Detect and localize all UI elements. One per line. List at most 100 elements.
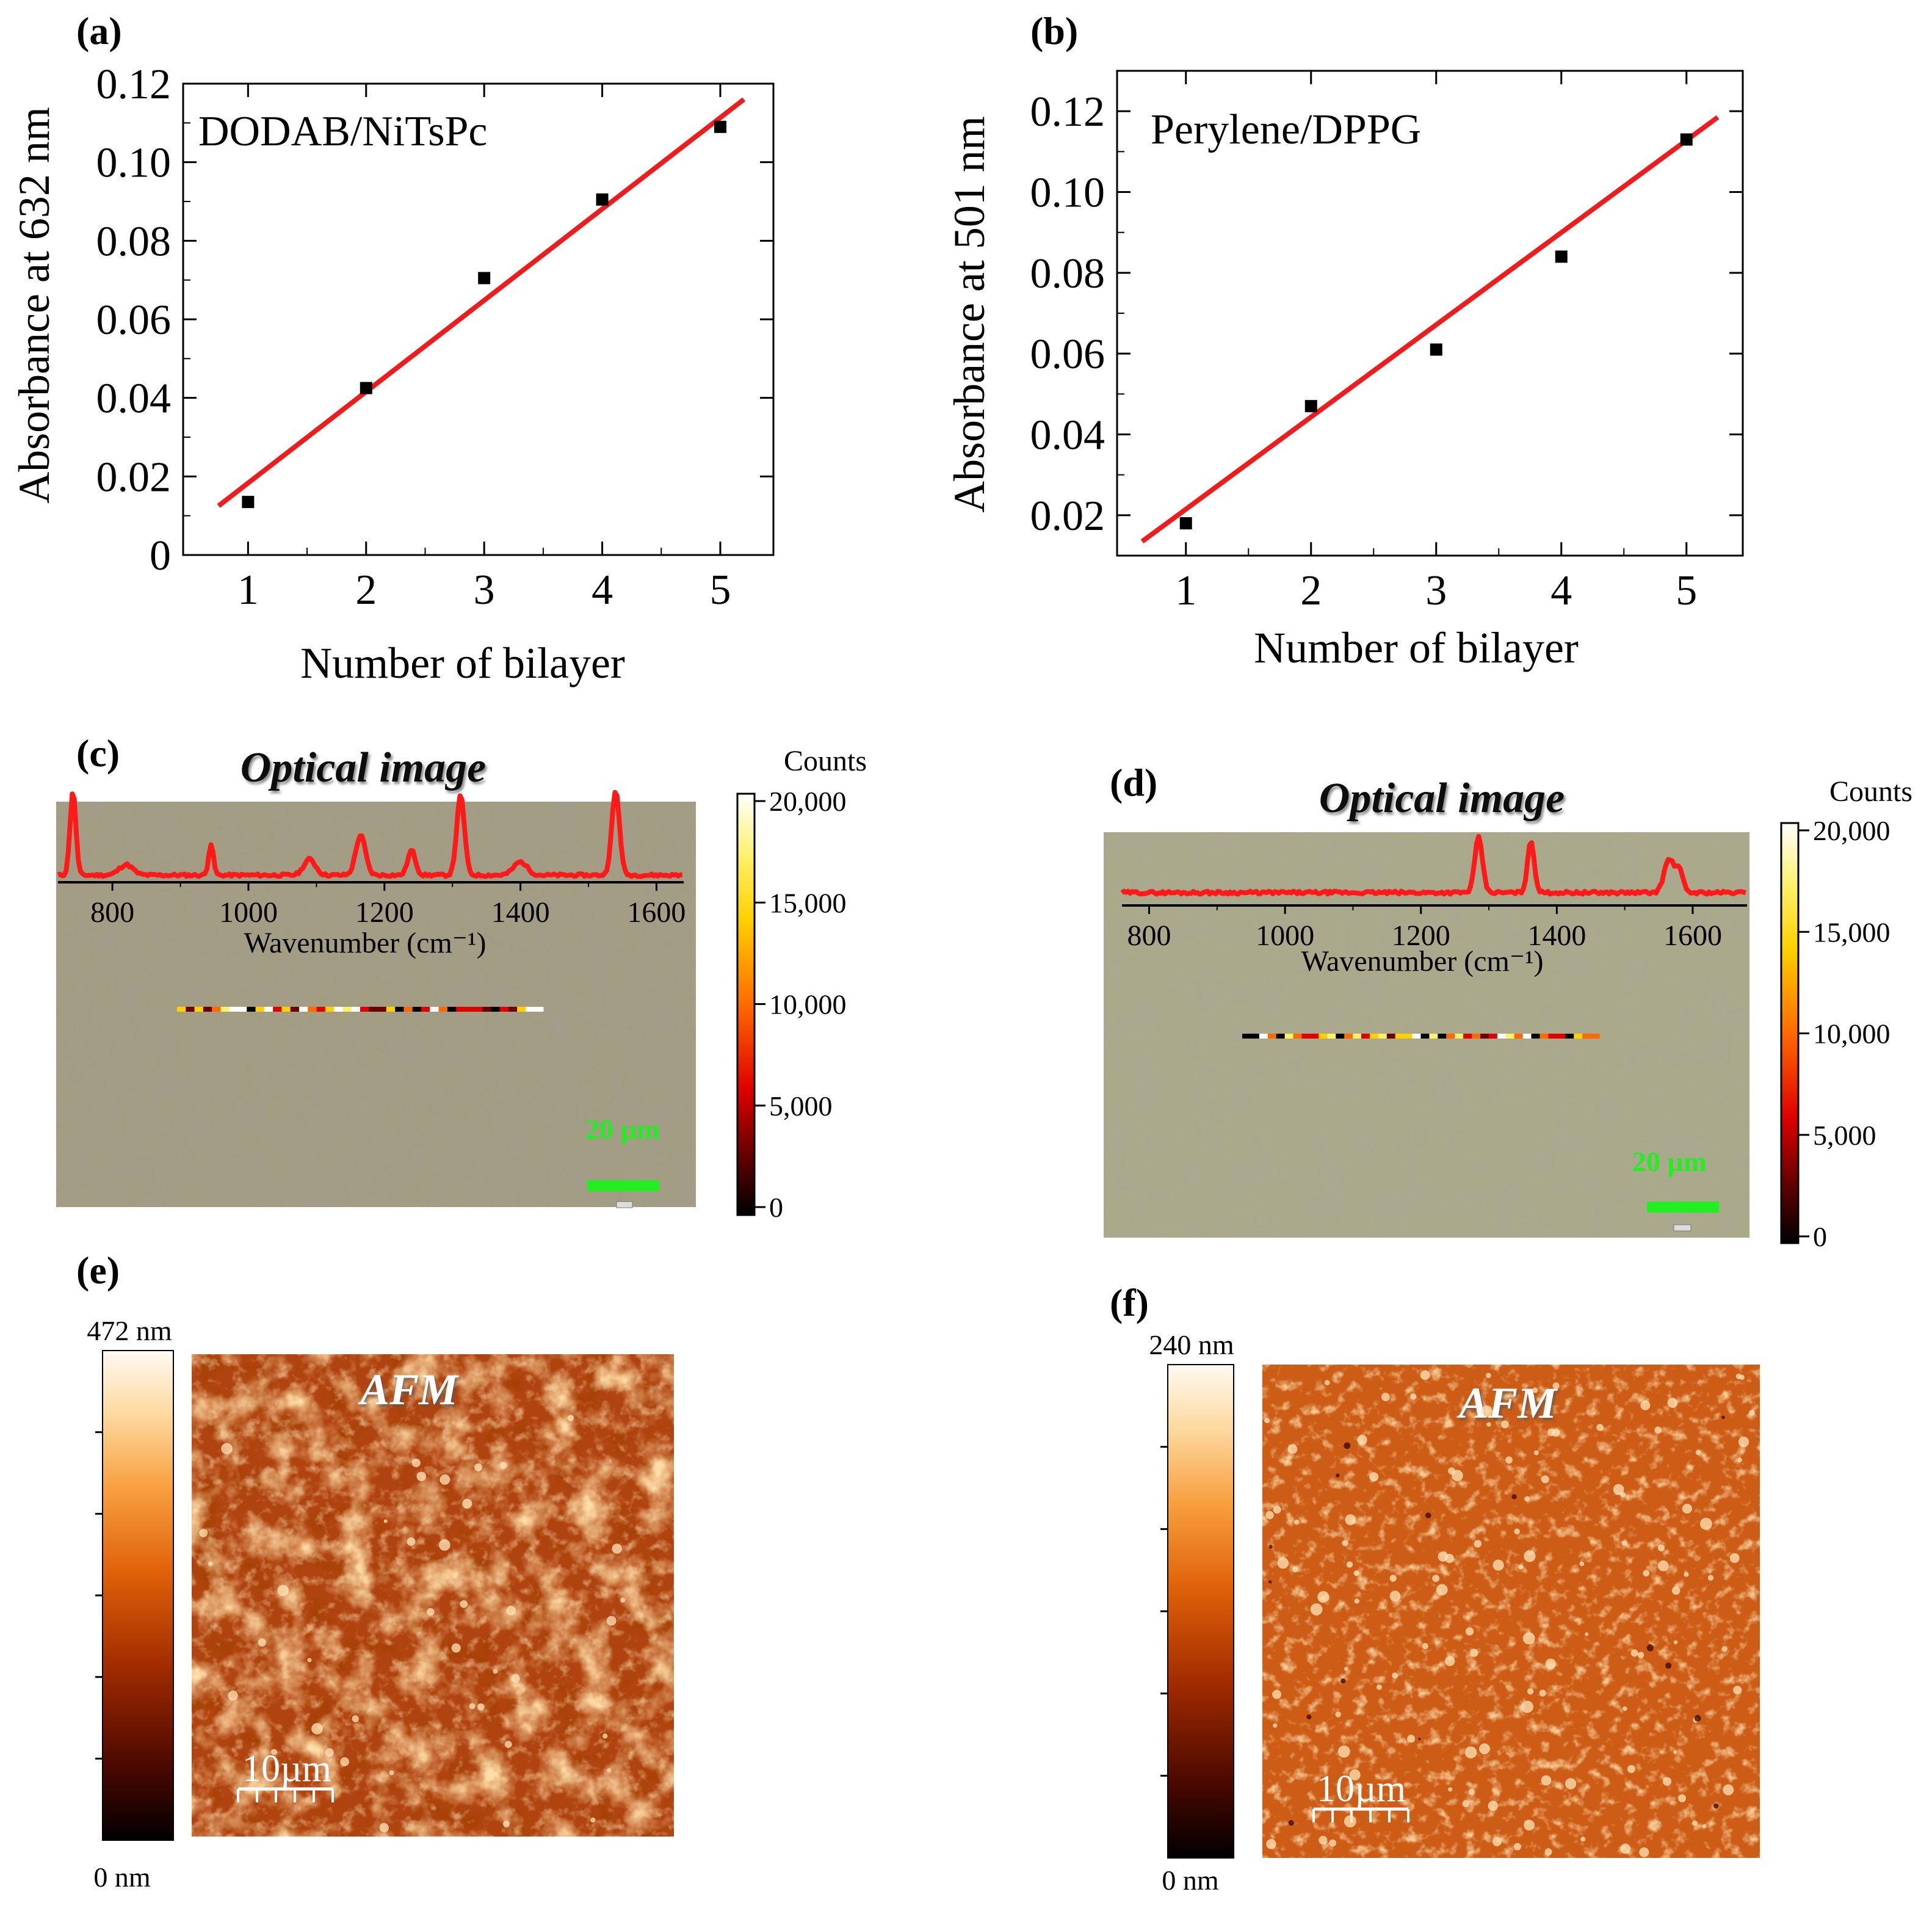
map-pixel [186, 1007, 195, 1012]
afm-feature [1381, 1393, 1390, 1401]
afm-e-scale-bar [237, 1787, 334, 1802]
afm-feature [1657, 1544, 1665, 1551]
optical-image-c-texture [56, 802, 696, 1207]
afm-feature [1737, 1457, 1742, 1462]
map-pixel [412, 1007, 422, 1012]
afm-feature [1721, 1415, 1725, 1420]
map-pixel [517, 1007, 526, 1012]
afm-feature [1514, 1528, 1520, 1534]
map-pixel [1353, 1034, 1362, 1039]
afm-feature [1432, 1575, 1440, 1583]
map-pixel [220, 1007, 230, 1012]
afm-feature [1682, 1503, 1692, 1514]
map-pixel [1259, 1034, 1268, 1039]
map-pixel [1488, 1034, 1498, 1039]
spectrum-tick-label: 1000 [219, 896, 278, 929]
colorbar-tick-label: 10,000 [1813, 1018, 1890, 1050]
colorbar-tick-label: 20,000 [1813, 815, 1890, 846]
map-pixel [1531, 1034, 1540, 1039]
map-pixel [1310, 1034, 1319, 1039]
afm-feature [1544, 1848, 1552, 1856]
afm-feature [1293, 1519, 1300, 1525]
scale-bar-d-label: 20 µm [1632, 1146, 1707, 1177]
afm-feature [1630, 1649, 1638, 1657]
afm-feature [1596, 1424, 1604, 1431]
afm-feature [1623, 1706, 1627, 1711]
afm-feature [1344, 1666, 1348, 1671]
afm-feature [411, 1458, 421, 1468]
afm-feature [427, 1608, 435, 1616]
colorbar-tick-label: 0 [1813, 1221, 1827, 1252]
afm-feature [1485, 1373, 1491, 1379]
map-pixel [1250, 1034, 1260, 1039]
panel-a: (a) 0 0.02 0.04 0.06 0.08 0.10 0.12 1 2 3 4 5 DODA… [10, 9, 775, 687]
afm-feature [1468, 1789, 1475, 1795]
afm-feature [1422, 1642, 1428, 1650]
raman-map-line-c [177, 1007, 544, 1012]
map-pixel [255, 1007, 265, 1012]
afm-feature [1336, 1473, 1340, 1478]
map-pixel [1446, 1034, 1455, 1039]
afm-feature [1643, 1570, 1650, 1577]
afm-feature [1268, 1580, 1272, 1584]
colorbar-d [1780, 822, 1800, 1244]
plot-a-x-axis: 1 2 3 4 5 [237, 84, 731, 614]
spectrum-d-ticks: 800 1000 1200 1400 1600 [1127, 905, 1722, 952]
map-pixel [194, 1007, 204, 1012]
map-pixel [1455, 1034, 1464, 1039]
spectrum-tick-label: 1200 [1392, 920, 1450, 952]
map-pixel [1301, 1034, 1311, 1039]
afm-f-title: AFM [1456, 1379, 1558, 1427]
afm-feature [199, 1528, 208, 1537]
afm-feature [1376, 1684, 1382, 1690]
y-tick-label: 0.10 [1030, 170, 1105, 217]
plot-a-y-axis: 0 0.02 0.04 0.06 0.08 0.10 0.12 [96, 61, 773, 579]
afm-feature [460, 1600, 468, 1608]
afm-feature [1539, 1689, 1546, 1697]
afm-e-colorbar-ticks [95, 1431, 103, 1760]
afm-feature [1306, 1714, 1312, 1720]
afm-feature [1620, 1843, 1631, 1854]
afm-feature [228, 1690, 238, 1701]
map-pixel [526, 1007, 535, 1012]
x-tick-label: 2 [355, 567, 377, 614]
colorbar-tick-label: 10,000 [769, 989, 847, 1020]
afm-f-colorbar-ticks [1160, 1446, 1168, 1777]
afm-feature [1580, 1837, 1586, 1842]
plot-a-xlabel: Number of bilayer [300, 639, 625, 687]
afm-feature [1492, 1559, 1504, 1571]
map-pixel [1403, 1034, 1413, 1039]
afm-feature [1695, 1449, 1701, 1456]
y-tick-label: 0.06 [96, 297, 172, 344]
plot-b-x-axis: 1 2 3 4 5 [1175, 71, 1697, 614]
afm-feature [1438, 1551, 1449, 1562]
map-pixel [1361, 1034, 1370, 1039]
afm-feature [1646, 1644, 1654, 1652]
spectrum-tick-label: 800 [90, 896, 134, 929]
plot-b-y-axis: 0.02 0.04 0.06 0.08 0.10 0.12 [1030, 89, 1743, 540]
afm-feature [1470, 1649, 1478, 1657]
afm-feature [1329, 1839, 1337, 1847]
map-pixel [264, 1007, 273, 1012]
y-tick-label: 0.08 [96, 218, 172, 265]
afm-e-colorbar [102, 1350, 174, 1841]
panel-a-label: (a) [76, 9, 122, 53]
map-pixel [1472, 1034, 1481, 1039]
map-pixel [1514, 1034, 1524, 1039]
spectrum-tick-label: 800 [1127, 920, 1171, 952]
map-pixel [421, 1007, 430, 1012]
afm-e-fine-texture [192, 1354, 674, 1837]
plot-b-annotation: Perylene/DPPG [1151, 106, 1421, 153]
raman-map-line-d [1242, 1034, 1600, 1039]
afm-feature [1738, 1437, 1749, 1448]
data-point [596, 193, 609, 206]
afm-feature [1389, 1575, 1397, 1582]
map-pixel [1386, 1034, 1396, 1039]
y-tick-label: 0.08 [1030, 250, 1105, 297]
afm-feature [451, 1643, 461, 1653]
afm-feature [1579, 1561, 1585, 1567]
map-pixel [1242, 1034, 1251, 1039]
scale-bar-c-label: 20 µm [585, 1114, 660, 1145]
afm-feature [1541, 1475, 1549, 1484]
afm-feature [1621, 1540, 1627, 1546]
